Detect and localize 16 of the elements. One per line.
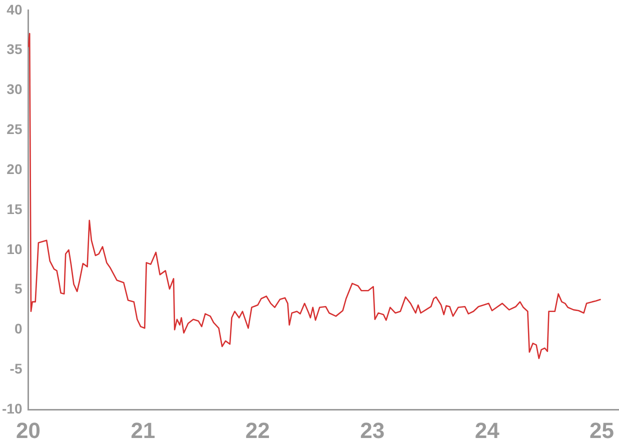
y-tick-label: 35	[6, 41, 22, 58]
x-tick-label: 22	[245, 418, 270, 443]
y-tick-label: 25	[6, 121, 22, 138]
y-tick-label: 15	[6, 200, 22, 217]
y-tick-label: 20	[6, 160, 22, 177]
y-tick-label: -10	[2, 400, 22, 416]
y-tick-label: 10	[6, 240, 22, 257]
x-tick-label: 24	[474, 418, 500, 443]
y-tick-label: 40	[6, 1, 22, 18]
x-tick-label: 23	[360, 418, 385, 443]
y-tick-label: 0	[14, 320, 22, 337]
y-tick-label: 5	[14, 280, 22, 297]
y-tick-label: -5	[10, 360, 22, 377]
x-tick-label: 25	[590, 418, 614, 443]
x-tick-label: 21	[130, 418, 156, 443]
y-tick-label: 30	[6, 81, 22, 98]
